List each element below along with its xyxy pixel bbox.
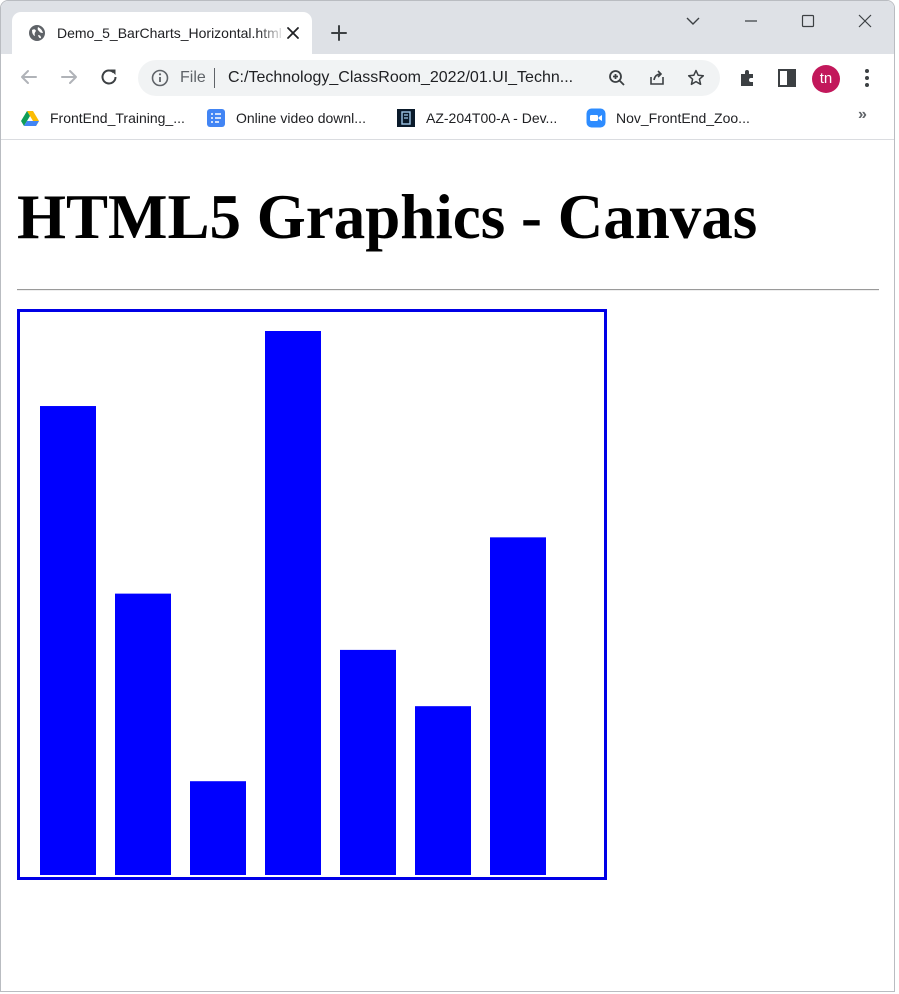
book-icon	[397, 109, 415, 127]
bookmark-label: FrontEnd_Training_...	[50, 110, 185, 126]
reload-icon[interactable]	[97, 65, 121, 89]
side-panel-icon[interactable]	[775, 66, 799, 90]
tab-strip: Demo_5_BarCharts_Horizontal.html	[1, 1, 894, 54]
address-scheme-label: File	[180, 69, 206, 86]
forward-arrow-icon[interactable]	[57, 65, 81, 89]
extensions-puzzle-icon[interactable]	[736, 66, 760, 90]
google-drive-icon	[21, 111, 39, 126]
zoom-video-icon	[586, 108, 606, 128]
page-content: HTML5 Graphics - Canvas	[1, 140, 894, 991]
profile-avatar[interactable]: tn	[812, 65, 840, 93]
close-tab-icon[interactable]	[284, 24, 302, 42]
close-icon[interactable]	[853, 9, 877, 33]
address-url[interactable]: C:/Technology_ClassRoom_2022/01.UI_Techn…	[228, 69, 574, 86]
tab-active[interactable]: Demo_5_BarCharts_Horizontal.html	[12, 12, 312, 54]
document-list-icon	[207, 109, 225, 127]
bookmarks-bar: FrontEnd_Training_... Online video downl…	[1, 101, 894, 140]
address-bar[interactable]: File C:/Technology_ClassRoom_2022/01.UI_…	[138, 60, 720, 96]
globe-icon	[29, 25, 45, 41]
zoom-magnifier-icon[interactable]	[607, 68, 627, 88]
share-icon[interactable]	[647, 68, 667, 88]
bar-1	[40, 406, 96, 875]
chevron-down-icon[interactable]	[681, 9, 705, 33]
new-tab-plus-icon[interactable]	[327, 21, 351, 45]
bar-4	[265, 331, 321, 875]
bar-2	[115, 593, 171, 875]
bookmark-label: AZ-204T00-A - Dev...	[426, 110, 558, 126]
bookmark-item[interactable]: Nov_FrontEnd_Zoo...	[586, 107, 750, 129]
browser-toolbar: File C:/Technology_ClassRoom_2022/01.UI_…	[1, 54, 894, 101]
chart-canvas	[17, 309, 607, 880]
back-arrow-icon[interactable]	[17, 65, 41, 89]
bookmarks-overflow-chevron-icon[interactable]: »	[858, 106, 867, 123]
bar-5	[340, 649, 396, 875]
info-icon[interactable]	[150, 68, 170, 88]
maximize-icon[interactable]	[796, 9, 820, 33]
tab-title: Demo_5_BarCharts_Horizontal.html	[57, 25, 282, 41]
horizontal-rule	[17, 289, 879, 291]
address-separator	[214, 68, 215, 88]
kebab-menu-icon[interactable]	[855, 66, 879, 90]
page-title: HTML5 Graphics - Canvas	[17, 182, 758, 252]
bar-6	[415, 706, 471, 875]
bookmark-item[interactable]: AZ-204T00-A - Dev...	[396, 107, 557, 129]
bookmark-item[interactable]: FrontEnd_Training_...	[20, 107, 185, 129]
bar-chart	[40, 331, 546, 875]
bar-7	[490, 537, 546, 875]
bar-3	[190, 781, 246, 875]
bookmark-label: Online video downl...	[236, 110, 366, 126]
bookmark-item[interactable]: Online video downl...	[206, 107, 366, 129]
minimize-icon[interactable]	[739, 9, 763, 33]
bookmark-label: Nov_FrontEnd_Zoo...	[616, 110, 750, 126]
bookmark-star-icon[interactable]	[686, 68, 706, 88]
